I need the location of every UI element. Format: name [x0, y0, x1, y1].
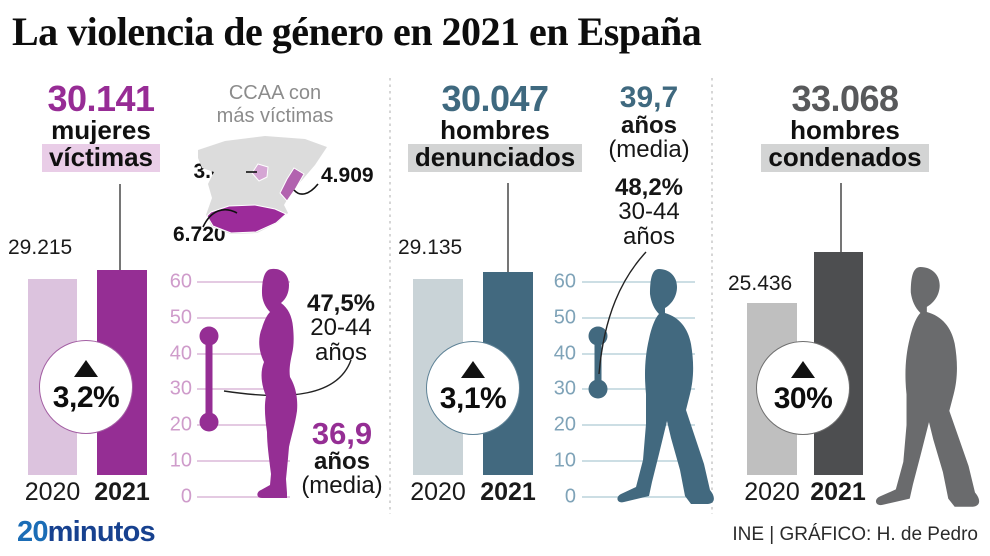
convicted-headline: 33.068 hombres condenados	[732, 80, 958, 172]
convicted-prev-value: 25.436	[728, 272, 793, 295]
victims-label-1: mujeres	[51, 115, 151, 146]
denounced-change-badge: 3,1%	[426, 341, 520, 435]
convicted-year-2021: 2021	[810, 478, 866, 506]
victims-headline: 30.141 mujeres víctimas	[0, 80, 202, 172]
denounced-prev-value: 29.135	[398, 236, 463, 259]
convicted-change-badge: 30%	[756, 341, 850, 435]
victims-range-leader-curve	[223, 359, 352, 397]
victims-label-2: víctimas	[41, 144, 161, 172]
denounced-headline: 30.047 hombres denunciados	[393, 80, 597, 172]
victims-axis-tick: 0	[180, 485, 192, 508]
victims-age-range-dumbbell	[199, 326, 219, 432]
denounced-change-pct: 3,1%	[439, 381, 507, 415]
man-silhouette-denounced-icon	[617, 269, 714, 504]
victims-change-badge: 3,2%	[39, 340, 133, 434]
logo-20: 20	[17, 516, 48, 548]
victims-axis-tick: 50	[169, 306, 192, 329]
convicted-label-1: hombres	[790, 115, 900, 146]
victims-axis-tick: 20	[169, 413, 192, 436]
denounced-axis-tick: 30	[553, 377, 576, 400]
region-andalucia	[206, 204, 287, 234]
victims-prev-value: 29.215	[8, 236, 73, 259]
convicted-value: 33.068	[791, 78, 899, 119]
victims-age-range-note: 47,5% 20-44 años	[306, 290, 376, 366]
convicted-change-pct: 30%	[773, 381, 833, 415]
victims-axis-tick: 30	[169, 377, 192, 400]
victims-age-mean-note: 36,9 años (media)	[301, 416, 383, 500]
victims-axis-tick: 40	[169, 342, 192, 365]
spain-map	[198, 136, 327, 234]
map-title: CCAA con más víctimas	[216, 82, 334, 127]
victims-change-pct: 3,2%	[52, 380, 120, 414]
denounced-axis-tick: 20	[553, 413, 576, 436]
map-value-valencia: 4.909	[321, 164, 374, 187]
denounced-age-range-dumbbell	[588, 326, 608, 399]
denounced-axis-tick: 60	[553, 270, 576, 293]
region-valencia	[279, 167, 305, 202]
logo-minutos: minutos	[47, 516, 156, 548]
map-value-andalucia: 6.720	[173, 223, 226, 246]
denounced-axis-tick: 0	[564, 485, 576, 508]
denounced-label-1: hombres	[440, 115, 550, 146]
increase-triangle-icon	[461, 360, 485, 378]
convicted-label-2: condenados	[761, 144, 929, 172]
valencia-leader-line	[293, 183, 319, 195]
denounced-age-mean-note: 39,7 años (media)	[608, 81, 690, 164]
denounced-label-2: denunciados	[407, 144, 583, 172]
increase-triangle-icon	[791, 360, 815, 378]
denounced-year-2021: 2021	[480, 478, 536, 506]
victims-value: 30.141	[47, 78, 155, 119]
publisher-logo: 20minutos	[17, 516, 156, 549]
denounced-axis-tick: 40	[553, 342, 576, 365]
convicted-year-2020: 2020	[744, 478, 800, 506]
andalucia-leader-line	[202, 209, 238, 228]
denounced-axis-tick: 10	[553, 449, 576, 472]
man-silhouette-convicted-icon	[875, 267, 980, 507]
denounced-value: 30.047	[441, 78, 549, 119]
woman-silhouette-icon	[257, 268, 298, 498]
denounced-age-range-note: 48,2% 30-44 años	[614, 174, 684, 250]
denounced-range-leader-curve	[598, 251, 647, 375]
increase-triangle-icon	[74, 359, 98, 377]
source-credits: INE | GRÁFICO: H. de Pedro	[732, 524, 978, 545]
victims-year-2020: 2020	[24, 478, 81, 506]
victims-axis-tick: 10	[169, 449, 192, 472]
page-title: La violencia de género en 2021 en España	[12, 9, 702, 54]
victims-axis-tick: 60	[169, 270, 192, 293]
victims-year-2021: 2021	[94, 478, 150, 506]
denounced-year-2020: 2020	[410, 478, 466, 506]
denounced-axis-tick: 50	[553, 306, 576, 329]
